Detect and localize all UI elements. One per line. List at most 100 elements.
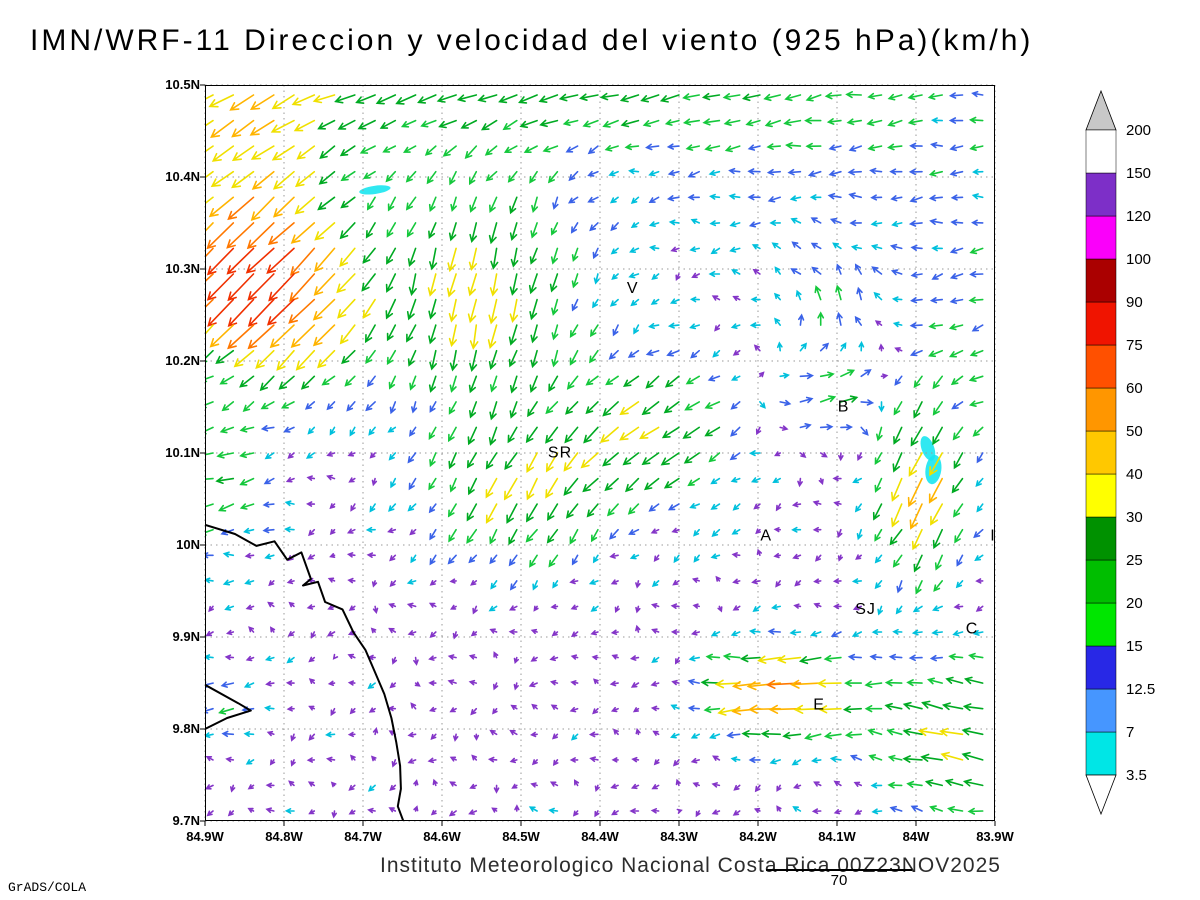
wind-arrow xyxy=(750,477,761,483)
wind-arrow xyxy=(955,580,964,589)
wind-arrow xyxy=(411,401,418,414)
wind-arrow xyxy=(947,806,964,813)
colorbar-level-label: 7 xyxy=(1126,724,1134,741)
wind-arrow xyxy=(429,452,437,468)
wind-arrow xyxy=(488,605,498,612)
wind-arrow xyxy=(413,805,419,812)
wind-arrow xyxy=(469,349,478,372)
wind-arrow xyxy=(349,426,356,437)
wind-arrow xyxy=(321,375,336,386)
wind-arrow xyxy=(243,682,255,688)
wind-arrow xyxy=(728,167,741,175)
wind-arrow xyxy=(385,298,397,320)
wind-arrow xyxy=(782,731,802,740)
colorbar-level-label: 150 xyxy=(1126,165,1151,182)
wind-arrow xyxy=(589,349,599,364)
wind-arrow xyxy=(308,809,316,815)
wind-arrow xyxy=(391,656,398,665)
wind-arrow xyxy=(652,730,660,736)
wind-arrow xyxy=(645,349,660,356)
wind-arrow xyxy=(347,451,356,457)
wind-arrow xyxy=(426,170,437,185)
wind-arrow xyxy=(365,526,376,533)
wind-arrow xyxy=(226,222,255,249)
wind-arrow xyxy=(508,324,518,346)
wind-arrow xyxy=(971,219,984,226)
wind-arrow xyxy=(811,757,822,764)
wind-arrow xyxy=(833,809,842,815)
wind-arrow xyxy=(548,554,559,568)
wind-arrow xyxy=(206,247,235,276)
wind-arrow xyxy=(565,503,579,519)
wind-arrow xyxy=(799,372,814,380)
wind-arrow xyxy=(750,296,761,303)
wind-arrow xyxy=(205,452,214,459)
wind-arrow xyxy=(606,503,619,517)
wind-arrow xyxy=(682,426,700,439)
wind-arrow xyxy=(908,654,923,662)
shaded-patch xyxy=(359,185,391,195)
wind-arrow xyxy=(787,168,802,176)
wind-arrow xyxy=(590,528,599,543)
footer-text: Instituto Meteorologico Nacional Costa R… xyxy=(380,854,1001,877)
wind-arrow xyxy=(730,630,741,637)
wind-arrow xyxy=(888,653,903,661)
wind-arrow xyxy=(530,324,538,344)
wind-arrow xyxy=(508,528,518,546)
wind-arrow xyxy=(754,784,761,793)
wind-arrow xyxy=(969,144,984,151)
wind-arrow xyxy=(952,426,964,441)
wind-arrow xyxy=(530,656,538,662)
wind-arrow xyxy=(469,783,478,789)
wind-arrow xyxy=(910,271,923,278)
wind-arrow xyxy=(407,247,417,268)
wind-arrow xyxy=(663,477,680,489)
wind-arrow xyxy=(452,631,459,640)
wind-arrow xyxy=(932,375,943,390)
colorbar-segment xyxy=(1085,172,1117,217)
chart-title: IMN/WRF-11 Direccion y velocidad del vie… xyxy=(30,24,1034,57)
wind-arrow xyxy=(804,117,822,125)
wind-arrow xyxy=(569,324,579,338)
wind-arrow xyxy=(205,681,214,688)
wind-arrow xyxy=(509,401,518,419)
wind-arrow xyxy=(531,196,539,214)
wind-arrow xyxy=(513,682,519,691)
wind-arrow xyxy=(308,705,316,711)
wind-arrow xyxy=(242,401,255,412)
wind-arrow xyxy=(730,426,741,437)
wind-arrow xyxy=(290,759,296,767)
wind-arrow xyxy=(488,222,498,245)
wind-arrow xyxy=(747,144,761,151)
wind-arrow xyxy=(382,145,397,153)
colorbar-level-label: 75 xyxy=(1126,337,1143,354)
wind-arrow xyxy=(359,145,376,154)
station-label: V xyxy=(627,280,639,297)
wind-arrow xyxy=(509,580,518,591)
wind-arrow xyxy=(529,375,538,393)
wind-arrow xyxy=(648,196,660,204)
wind-arrow xyxy=(758,371,765,378)
wind-arrow xyxy=(369,452,376,459)
wind-arrow xyxy=(730,401,741,410)
wind-arrow xyxy=(367,784,376,792)
wind-arrow xyxy=(924,779,943,787)
wind-arrow xyxy=(856,286,863,301)
wind-arrow xyxy=(389,784,397,791)
wind-arrow xyxy=(208,605,214,613)
wind-arrow xyxy=(908,168,923,176)
wind-arrow xyxy=(368,426,376,436)
wind-arrow xyxy=(930,503,943,526)
x-tick-label: 84.2W xyxy=(739,829,777,844)
wind-arrow xyxy=(747,194,761,201)
wind-arrow xyxy=(855,554,862,560)
wind-arrow xyxy=(819,452,828,458)
wind-arrow xyxy=(545,426,559,444)
wind-arrow xyxy=(751,244,761,250)
wind-arrow xyxy=(429,401,437,413)
colorbar-segment xyxy=(1085,516,1117,561)
wind-arrow xyxy=(819,423,834,431)
wind-arrow xyxy=(509,729,518,736)
wind-arrow xyxy=(563,477,579,496)
wind-arrow xyxy=(529,554,538,568)
